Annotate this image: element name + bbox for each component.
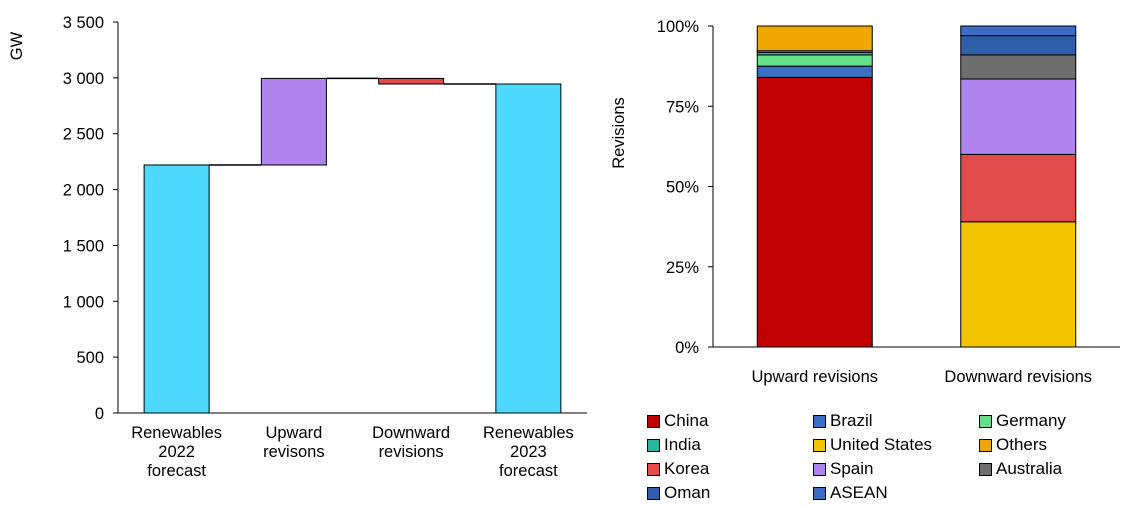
y-tick-label: 2 500 [63,126,104,144]
x-tick-label: Renewables [131,424,222,442]
legend-label: Oman [664,483,711,502]
legend-swatch [647,462,660,476]
stacked-segment-germany [756,54,873,67]
waterfall-bar [378,77,445,85]
stacked-segment-oman [960,35,1077,56]
waterfall-bar [260,77,327,166]
legend-label: Brazil [830,411,873,430]
stacked-revisions-chart: 0% 25% 50% 75% 100% Revisions Upward revisions… [610,18,1120,386]
y-tick-label: 0 [95,405,104,423]
legend-swatch [813,462,826,476]
chart-legend: China Brazil Germany India United States Othe… [647,410,1117,504]
stacked-segment-spain [960,78,1077,155]
x-tick-label: Upward revisions [751,368,878,386]
y-tick-label: 1 500 [63,237,104,255]
stacked-segment-korea [960,153,1077,223]
y-tick-label: 3 500 [63,14,104,32]
legend-label: United States [830,435,933,454]
stacked-segment-others [756,25,873,52]
y-tick-label: 25% [666,259,699,277]
legend-swatch [647,414,660,428]
x-tick-label: forecast [499,462,558,480]
legend-label: Korea [664,459,710,478]
y-tick-label: 500 [76,349,104,367]
stacked-segment-united-states [960,221,1077,348]
stacked-segment-australia [960,54,1077,80]
legend-item-china: China [647,410,813,432]
legend-swatch [979,414,992,428]
legend-item-oman: Oman [647,482,813,504]
y-tick-label: 75% [666,98,699,116]
y-axis-label: GW [8,31,26,60]
legend-item-india: India [647,434,813,456]
legend-label: Germany [996,411,1066,430]
y-tick-label: 2 000 [63,182,104,200]
legend-swatch [979,438,992,452]
x-tick-label: forecast [147,462,206,480]
y-tick-label: 3 000 [63,70,104,88]
legend-item-korea: Korea [647,458,813,480]
legend-item-brazil: Brazil [813,410,979,432]
y-tick-label: 100% [657,18,700,36]
legend-label: China [664,411,709,430]
x-tick-label: Upward [265,424,322,442]
legend-swatch [813,438,826,452]
legend-item-australia: Australia [979,458,1117,480]
y-tick-label: 0% [675,339,699,357]
y-tick-label: 50% [666,179,699,197]
y-tick-label: 1 000 [63,293,104,311]
legend-label: India [664,435,701,454]
x-tick-label: Downward revisions [944,368,1092,386]
legend-label: Australia [996,459,1063,478]
waterfall-bar [143,164,210,414]
legend-swatch [647,486,660,500]
legend-label: Others [996,435,1048,454]
waterfall-chart: 0 500 1 000 1 500 2 000 2 500 3 000 3 500 GW Rene… [8,14,587,480]
legend-label: ASEAN [830,483,888,502]
legend-swatch [813,414,826,428]
legend-item-asean: ASEAN [813,482,979,504]
x-tick-label: 2023 [510,443,547,461]
legend-item-germany: Germany [979,410,1117,432]
legend-swatch [813,486,826,500]
stacked-segment-brazil [756,65,873,78]
x-tick-label: revisions [379,443,444,461]
legend-label: Spain [830,459,874,478]
legend-swatch [979,462,992,476]
x-tick-label: 2022 [158,443,195,461]
legend-item-others: Others [979,434,1117,456]
stacked-segment-asean [960,25,1077,37]
waterfall-bar [495,83,562,414]
x-tick-label: Renewables [483,424,574,442]
y-axis-label: Revisions [610,97,628,169]
stacked-segment-china [756,76,873,348]
x-tick-label: revisons [263,443,324,461]
legend-item-united-states: United States [813,434,979,456]
legend-swatch [647,438,660,452]
legend-item-spain: Spain [813,458,979,480]
x-tick-label: Downward [372,424,450,442]
